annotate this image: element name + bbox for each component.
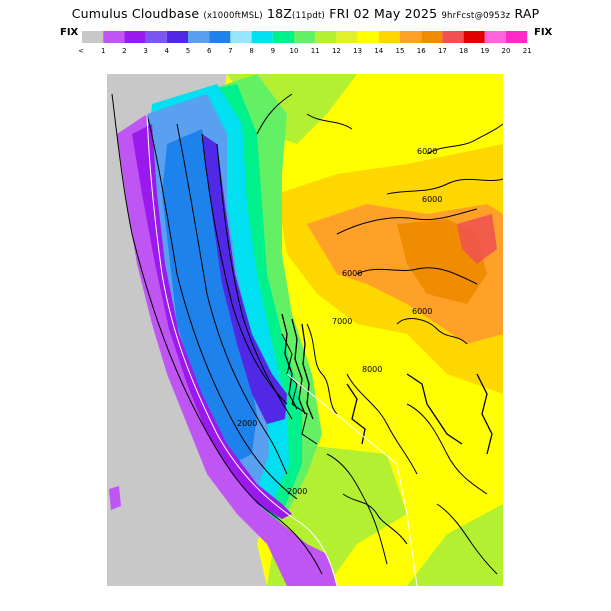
title-model: RAP (514, 6, 540, 21)
colorbar-swatch (82, 31, 104, 43)
contour-label: 2000 (237, 419, 257, 428)
field-island-purple (109, 486, 121, 510)
title-forecast: 9hrFcst@0953z (441, 11, 511, 21)
colorbar-tick-label: 17 (438, 47, 447, 55)
sierra-contours (281, 313, 493, 455)
map-panel: 6000 6000 6000 6000 7000 2000 8000 2000 (107, 74, 504, 587)
colorbar-tick-label: 9 (271, 47, 275, 55)
colorbar-swatch (315, 31, 337, 43)
contour-line (396, 318, 468, 345)
colorbar-tick-label: 18 (459, 47, 468, 55)
contour-lines (111, 93, 504, 575)
colorbar-swatch (188, 31, 210, 43)
colorbar-tick-label: 19 (480, 47, 489, 55)
colorbar-swatch (484, 31, 506, 43)
contour-line (201, 133, 288, 405)
contour-line (476, 373, 493, 455)
colorbar-tick-label: 21 (523, 47, 532, 55)
contour-line (306, 113, 353, 130)
colorbar-swatch (463, 31, 485, 43)
contour-label: 6000 (412, 307, 432, 316)
title-units: (x1000ftMSL) (203, 11, 263, 21)
colorbar-tick-label: 8 (249, 47, 253, 55)
colorbar-swatch (336, 31, 358, 43)
colorbar-swatch (272, 31, 294, 43)
colorbar-tick-label: 16 (417, 47, 426, 55)
colorbar-swatch (378, 31, 400, 43)
title-valid-local: (11pdt) (292, 11, 326, 21)
colorbar-tick-label: 14 (374, 47, 383, 55)
colorbar-tick-label: 20 (502, 47, 511, 55)
title-valid: 18Z (266, 6, 293, 21)
cloudbase-map: 6000 6000 6000 6000 7000 2000 8000 2000 (107, 74, 504, 587)
colorbar-tick-label: 1 (101, 47, 105, 55)
field-blue-region (162, 129, 257, 464)
colorbar-tick-label: 11 (311, 47, 320, 55)
colorbar-tick-label: 5 (186, 47, 190, 55)
colorbar-swatch (145, 31, 167, 43)
contour-line (176, 123, 288, 475)
colorbar-tick-label: 15 (396, 47, 405, 55)
contour-line (256, 93, 293, 135)
colorbar-swatch (251, 31, 273, 43)
contour-line (406, 373, 463, 445)
colorbar-swatch (421, 31, 443, 43)
fix-label-right: FIX (534, 27, 553, 38)
contour-line (342, 493, 408, 545)
contour-line (356, 267, 478, 285)
contour-line (281, 313, 298, 410)
contour-line (291, 318, 306, 415)
field-pink-region (457, 214, 497, 264)
title-main: Cumulus Cloudbase (71, 6, 200, 21)
fix-label-left: FIX (60, 27, 79, 38)
colorbar-swatch (442, 31, 464, 43)
contour-label: 6000 (417, 147, 437, 156)
title-date: FRI 02 May 2025 (329, 6, 438, 21)
contour-line (346, 373, 418, 475)
colorbar-swatch (400, 31, 422, 43)
colorbar-swatch (357, 31, 379, 43)
contour-line (426, 123, 504, 155)
field-coast-midpurple (132, 124, 292, 519)
field-southern-purple (287, 534, 337, 586)
contour-line (281, 333, 318, 445)
colorbar-swatch (124, 31, 146, 43)
colorbar-tick-label: 6 (207, 47, 212, 55)
colorbar-swatch (103, 31, 125, 43)
contour-line (111, 93, 323, 575)
colorbar-tick-label: 7 (228, 47, 232, 55)
colorbar-tick-label: 3 (143, 47, 147, 55)
coastline (146, 113, 338, 587)
contour-line (146, 113, 298, 500)
contour-label: 7000 (332, 317, 352, 326)
contour-line (301, 323, 314, 420)
state-border (286, 373, 418, 587)
contour-label: 8000 (362, 365, 382, 374)
colorbar-swatch (506, 31, 528, 43)
contour-line (306, 323, 338, 415)
colorbar-tick-label: 4 (165, 47, 170, 55)
colorbar-under-label: < (79, 47, 84, 55)
chart-title: Cumulus Cloudbase (x1000ftMSL) 18Z(11pdt… (0, 6, 611, 21)
colorbar-swatch (209, 31, 231, 43)
contour-line (386, 178, 504, 195)
contour-line (216, 143, 293, 420)
contour-label: 6000 (342, 269, 362, 278)
colorbar-tick-label: 2 (122, 47, 126, 55)
colorbar-swatch (294, 31, 316, 43)
colorbar-tick-label: 12 (332, 47, 341, 55)
contour-labels: 6000 6000 6000 6000 7000 2000 8000 2000 (237, 147, 442, 496)
contour-label: 2000 (287, 487, 307, 496)
contour-label: 6000 (422, 195, 442, 204)
contour-line (436, 503, 498, 575)
contour-line (406, 403, 488, 495)
colorbar-tick-label: 13 (353, 47, 362, 55)
colorbar-swatch (230, 31, 252, 43)
contour-line (346, 383, 366, 445)
contour-line (336, 208, 478, 235)
colorbar-swatch (166, 31, 188, 43)
colorbar-tick-label: 10 (290, 47, 299, 55)
